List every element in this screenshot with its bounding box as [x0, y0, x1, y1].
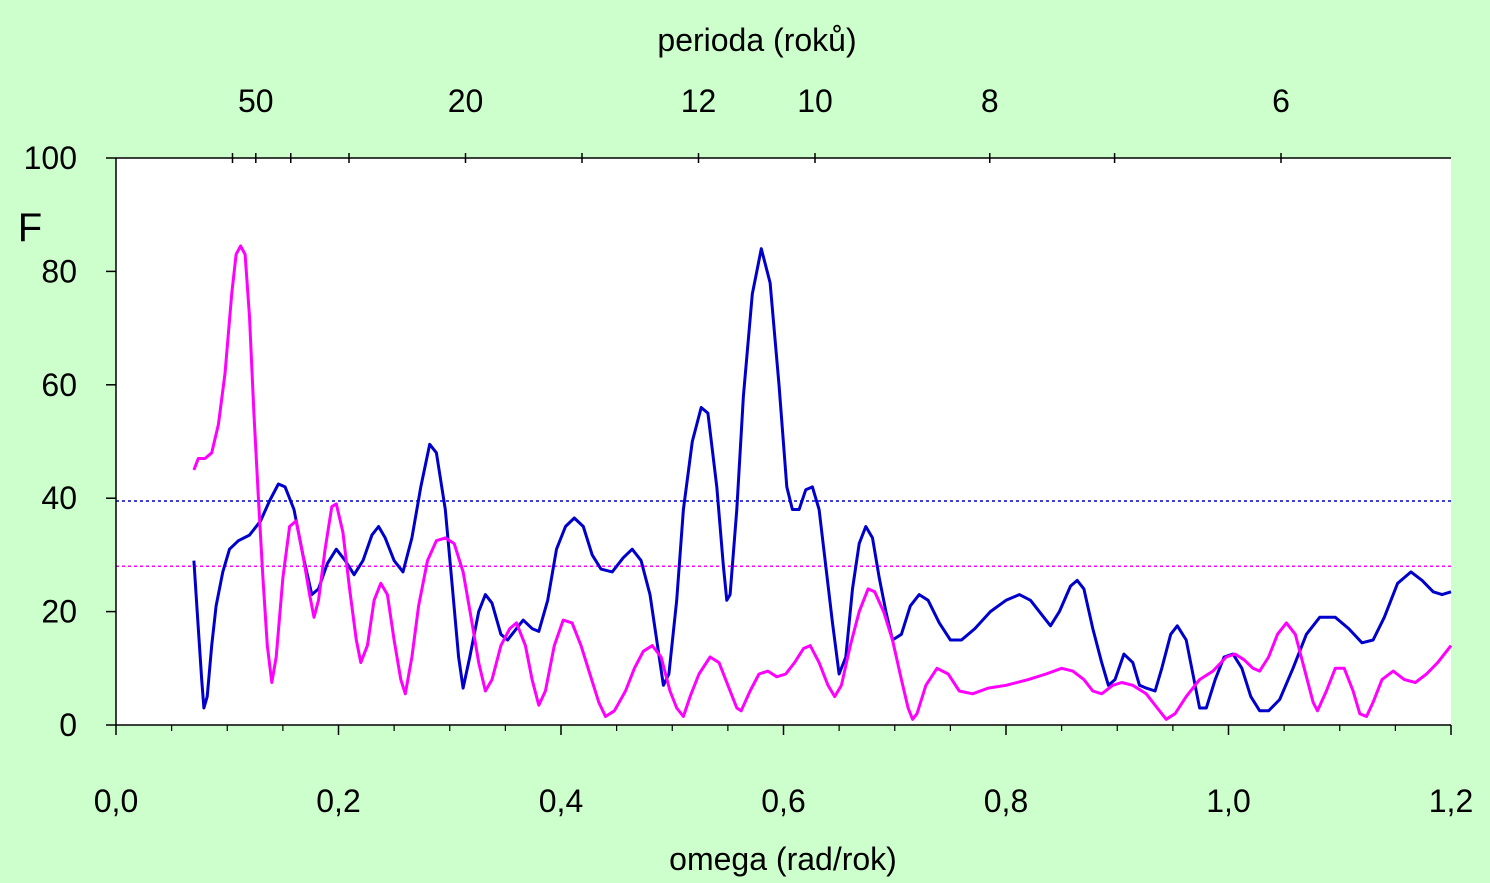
- top-tick-label: 12: [681, 83, 717, 119]
- top-tick-label: 6: [1272, 83, 1290, 119]
- y-tick-label: 100: [24, 140, 77, 176]
- top-tick-label: 50: [238, 83, 274, 119]
- top-tick-label: 8: [981, 83, 999, 119]
- y-tick-label: 0: [59, 707, 77, 743]
- x-tick-label: 0,8: [984, 783, 1028, 819]
- threshold-lines: [116, 500, 1451, 567]
- x-tick-label: 1,2: [1429, 783, 1473, 819]
- series-line-1: [192, 247, 1452, 713]
- y-tick-label: 20: [41, 594, 77, 630]
- y-axis-title: F: [18, 206, 42, 250]
- x-tick-label: 0,0: [94, 783, 138, 819]
- x-tick-label: 0,4: [539, 783, 583, 819]
- x-tick-label: 0,6: [761, 783, 805, 819]
- series-line-2: [192, 244, 1453, 721]
- y-tick-label: 40: [41, 480, 77, 516]
- top-tick-label: 10: [797, 83, 833, 119]
- y-tick-label: 60: [41, 367, 77, 403]
- tick-labels: 0,0 0,2 0,4 0,6 0,8 1,0 1,2 0 20 40 60 80 100 50 20 12 1…: [24, 83, 1474, 819]
- top-tick-label: 20: [448, 83, 484, 119]
- y-tick-label: 80: [41, 253, 77, 289]
- x-tick-label: 1,0: [1206, 783, 1250, 819]
- x-axis-title: omega (rad/rok): [669, 841, 897, 877]
- x-tick-label: 0,2: [316, 783, 360, 819]
- tick-marks: [106, 153, 1452, 735]
- series-lines: [192, 244, 1453, 721]
- top-axis-title: perioda (roků): [657, 22, 856, 58]
